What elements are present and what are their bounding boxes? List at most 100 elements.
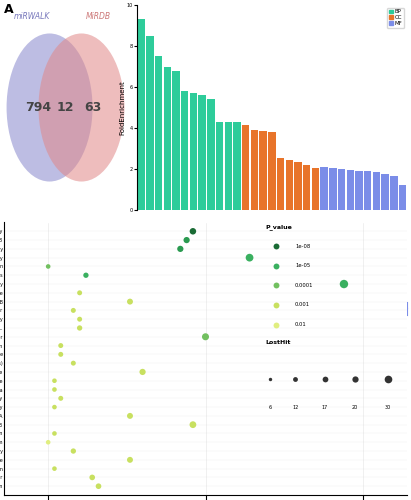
Point bbox=[51, 386, 58, 394]
Bar bbox=[189, 93, 197, 210]
Point bbox=[58, 350, 64, 358]
Point bbox=[58, 342, 64, 349]
Text: regulation of fatty acid metabolic process: regulation of fatty acid metabolic proce… bbox=[89, 241, 150, 302]
Bar bbox=[172, 70, 180, 210]
Bar bbox=[268, 132, 275, 210]
Text: Molecular function: Molecular function bbox=[341, 323, 386, 328]
Bar bbox=[373, 172, 380, 210]
Point bbox=[246, 254, 253, 262]
Bar bbox=[346, 170, 354, 210]
Text: regulation of cholesterol...: regulation of cholesterol... bbox=[180, 241, 219, 280]
Text: RNA pol II transcription...: RNA pol II transcription... bbox=[243, 241, 281, 278]
Point bbox=[76, 324, 83, 332]
Point bbox=[45, 438, 51, 446]
Point bbox=[89, 474, 95, 482]
Text: fatty acid metabolic process: fatty acid metabolic process bbox=[143, 241, 185, 282]
Bar bbox=[381, 174, 389, 210]
Text: 794: 794 bbox=[25, 101, 51, 114]
Text: regulation of fatty acid beta-oxidation: regulation of fatty acid beta-oxidation bbox=[138, 241, 194, 296]
Text: DNA-binding transcription...: DNA-binding transcription... bbox=[309, 241, 350, 282]
Point bbox=[58, 394, 64, 402]
Bar bbox=[216, 122, 223, 210]
Text: negative regulation of lipid metabolic process: negative regulation of lipid metabolic p… bbox=[75, 241, 141, 307]
Bar bbox=[242, 125, 249, 210]
Ellipse shape bbox=[39, 34, 125, 182]
Bar bbox=[164, 66, 171, 210]
Point bbox=[70, 447, 76, 455]
Text: RNA pol II transcription...: RNA pol II transcription... bbox=[261, 241, 298, 278]
Bar bbox=[181, 91, 188, 210]
Point bbox=[127, 298, 133, 306]
Point bbox=[139, 368, 146, 376]
Text: negative regulation of RNA...: negative regulation of RNA... bbox=[342, 241, 385, 284]
Bar bbox=[137, 20, 145, 210]
Text: ubiquitin-like protein...: ubiquitin-like protein... bbox=[290, 241, 324, 275]
Text: A: A bbox=[4, 2, 14, 16]
Point bbox=[127, 412, 133, 420]
Text: collagen-containing extr...: collagen-containing extr... bbox=[224, 241, 263, 280]
Point bbox=[51, 464, 58, 472]
Bar bbox=[321, 167, 328, 210]
Text: 12: 12 bbox=[57, 101, 74, 114]
Bar bbox=[364, 171, 372, 210]
Point bbox=[51, 376, 58, 384]
Point bbox=[45, 262, 51, 270]
Text: protein-DNA complex: protein-DNA complex bbox=[274, 241, 307, 273]
Text: RNA pol II transcription...: RNA pol II transcription... bbox=[278, 241, 315, 278]
Text: MiRDB: MiRDB bbox=[86, 12, 111, 21]
Bar bbox=[286, 160, 293, 210]
Text: collagen trimer: collagen trimer bbox=[265, 241, 289, 265]
Bar bbox=[399, 186, 406, 210]
Text: cell adhesion molecule...: cell adhesion molecule... bbox=[296, 241, 333, 278]
Text: transcription coregulat...: transcription coregulat... bbox=[330, 241, 368, 278]
Point bbox=[51, 403, 58, 411]
Bar bbox=[294, 162, 302, 210]
Point bbox=[70, 306, 76, 314]
Bar bbox=[329, 168, 337, 210]
Text: negative regulation of...: negative regulation of... bbox=[201, 241, 237, 276]
Y-axis label: FoldEnrichment: FoldEnrichment bbox=[119, 80, 125, 135]
Bar bbox=[259, 131, 267, 210]
Text: negative regulation of fat cell differentiation: negative regulation of fat cell differen… bbox=[94, 241, 159, 305]
Bar bbox=[207, 100, 215, 210]
Bar bbox=[233, 122, 241, 210]
Point bbox=[95, 482, 102, 490]
Point bbox=[183, 236, 190, 244]
Text: fatty acid beta-oxidation: fatty acid beta-oxidation bbox=[192, 241, 228, 278]
Point bbox=[189, 420, 196, 428]
Bar bbox=[355, 170, 363, 210]
Point bbox=[51, 430, 58, 438]
Point bbox=[127, 456, 133, 464]
Bar bbox=[251, 130, 258, 210]
Point bbox=[76, 289, 83, 297]
Bar bbox=[277, 158, 284, 210]
Point bbox=[189, 228, 196, 235]
Legend: BP, CC, MF: BP, CC, MF bbox=[387, 8, 404, 28]
Text: negative regulation of lipid storage: negative regulation of lipid storage bbox=[124, 241, 176, 292]
Text: Cellular component: Cellular component bbox=[256, 323, 305, 328]
Text: mRNA transcription by RNA pol...: mRNA transcription by RNA pol... bbox=[153, 241, 202, 290]
Ellipse shape bbox=[7, 34, 92, 182]
Text: regulation of lipid metabolic process: regulation of lipid metabolic process bbox=[114, 241, 167, 294]
Bar bbox=[390, 176, 397, 210]
Text: RNA pol II transcription...: RNA pol II transcription... bbox=[208, 241, 246, 278]
Point bbox=[202, 333, 209, 341]
Bar bbox=[155, 56, 162, 210]
Point bbox=[76, 315, 83, 323]
Bar bbox=[199, 95, 206, 210]
Bar bbox=[312, 168, 319, 210]
Text: 63: 63 bbox=[84, 101, 101, 114]
Text: RNA polymerase II trans...: RNA polymerase II trans... bbox=[337, 241, 376, 280]
Text: positive regulation of tran...: positive regulation of tran... bbox=[300, 241, 342, 282]
Text: negative regulation of tran...: negative regulation of tran... bbox=[351, 241, 394, 284]
Text: extracellular matrix: extracellular matrix bbox=[224, 241, 254, 270]
Bar bbox=[303, 165, 310, 210]
Bar bbox=[224, 122, 232, 210]
Point bbox=[341, 280, 347, 288]
Point bbox=[177, 245, 184, 253]
Bar bbox=[338, 169, 345, 210]
Text: miRWALK: miRWALK bbox=[14, 12, 51, 21]
Point bbox=[70, 359, 76, 367]
Text: Biological process: Biological process bbox=[167, 323, 211, 328]
Text: RNA pol II transcription...: RNA pol II transcription... bbox=[234, 241, 272, 278]
